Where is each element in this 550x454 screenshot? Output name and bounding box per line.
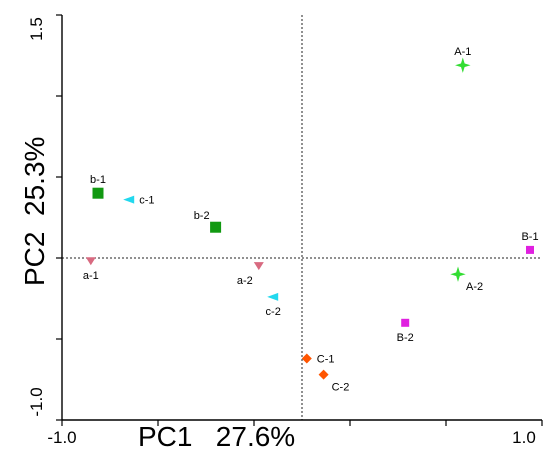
point-marker-b-1: [526, 245, 534, 254]
point-marker-c-2: [318, 369, 329, 380]
data-point-a-2: A-2: [450, 266, 483, 293]
x-tick-label-min: -1.0: [47, 428, 76, 447]
data-point-b-1: B-1: [521, 231, 539, 254]
point-marker-b-1: [92, 187, 104, 199]
point-label-a-1: A-1: [454, 46, 471, 58]
data-point-b-2: B-2: [397, 318, 414, 344]
data-point-c-1: c-1: [123, 195, 154, 207]
point-marker-a-2: [450, 266, 466, 282]
point-marker-a-1: [455, 57, 471, 73]
y-axis-label: PC2 25.3%: [19, 137, 50, 286]
point-label-b-1: B-1: [521, 231, 538, 243]
point-label-a-2: A-2: [466, 281, 483, 293]
point-marker-c-1: [123, 195, 135, 204]
data-point-a-2: a-2: [237, 262, 264, 287]
point-label-c-1: c-1: [139, 195, 154, 207]
x-axis-label: PC1 27.6%: [138, 421, 295, 452]
tick-labels: -1.0 1.0 1.5 -1.0: [27, 17, 536, 447]
point-label-c-2: c-2: [266, 306, 281, 318]
point-marker-a-1: [85, 257, 96, 266]
data-point-b-1: b-1: [90, 174, 106, 199]
y-tick-label-min: -1.0: [27, 387, 46, 416]
data-point-a-1: A-1: [454, 46, 471, 73]
point-label-b-1: b-1: [90, 174, 106, 186]
point-marker-a-2: [253, 262, 264, 271]
data-point-c-2: c-2: [266, 292, 281, 318]
point-label-a-1: a-1: [83, 270, 99, 282]
zero-reference-lines: [62, 15, 542, 420]
point-marker-b-2: [401, 318, 410, 327]
data-points: A-1 A-2 B-1 B-2 C-1 C-2 a-1 a-2 b-1 b-2 c-1 c-2: [83, 46, 539, 393]
point-label-c-1: C-1: [317, 353, 335, 365]
data-point-b-2: b-2: [194, 210, 222, 233]
point-label-b-2: b-2: [194, 210, 210, 222]
point-label-a-2: a-2: [237, 275, 253, 287]
point-marker-c-1: [301, 353, 312, 364]
data-point-a-1: a-1: [83, 257, 99, 282]
point-marker-c-2: [267, 292, 279, 301]
axis-ticks: [56, 14, 543, 426]
point-label-c-2: C-2: [332, 382, 350, 394]
point-label-b-2: B-2: [397, 332, 414, 344]
plot-frame: [61, 15, 542, 421]
y-tick-label-max: 1.5: [27, 17, 46, 41]
x-tick-label-max: 1.0: [512, 428, 536, 447]
data-point-c-1: C-1: [301, 353, 335, 365]
point-marker-b-2: [210, 221, 222, 233]
data-point-c-2: C-2: [318, 369, 350, 394]
